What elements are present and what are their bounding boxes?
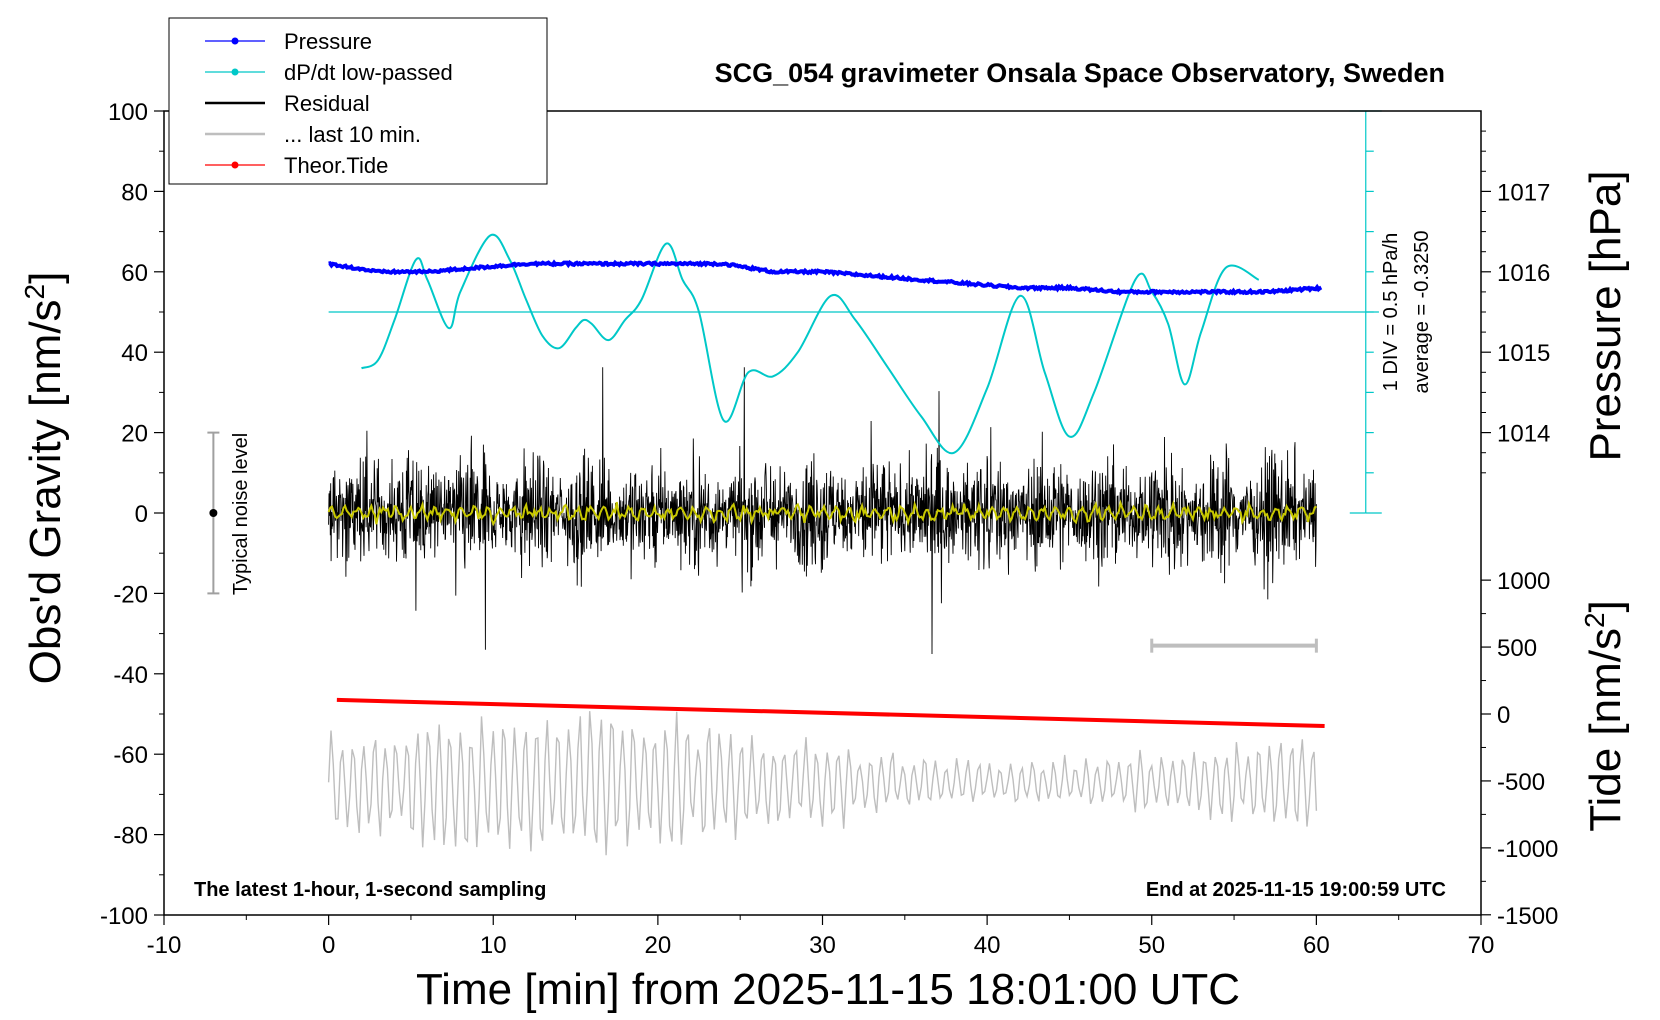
legend-entries: Pressure dP/dt low-passed Residual ... last…	[205, 29, 453, 178]
residual-series	[328, 367, 1317, 655]
tide-series	[336, 697, 1325, 729]
pressure-series	[328, 259, 1323, 297]
y-axis-title-tide-sup: 2	[1579, 612, 1610, 628]
legend-label: Pressure	[284, 29, 372, 54]
y-axis-title-left: Obs'd Gravity [nm/s2]	[19, 272, 70, 685]
pressure-tick-label: 1017	[1497, 179, 1550, 206]
x-tick-label: 10	[480, 932, 507, 959]
x-tick-label: 30	[809, 932, 836, 959]
smoothed-residual-line	[327, 499, 1317, 527]
y-tick-label: 40	[121, 340, 148, 367]
tide-tick-label: -500	[1497, 769, 1545, 796]
dpdt-scale-axis	[328, 110, 1382, 514]
y-axis-title-left-sup: 2	[19, 284, 50, 300]
tide-tick-label: 500	[1497, 635, 1537, 662]
y-tick-label: -40	[113, 662, 148, 689]
smoothed-residual-series	[327, 499, 1317, 527]
tide-line	[336, 697, 1325, 729]
y-tick-label: 60	[121, 260, 148, 287]
tide-tick-label: -1000	[1497, 836, 1558, 863]
legend-label: dP/dt low-passed	[284, 60, 453, 85]
pressure-line	[328, 259, 1323, 297]
x-tick-label: 50	[1138, 932, 1165, 959]
annotation-sampling: The latest 1-hour, 1-second sampling	[194, 879, 546, 901]
x-tick-label: 0	[322, 932, 335, 959]
legend-swatch-marker	[231, 37, 239, 45]
y-tick-label: 20	[121, 421, 148, 448]
y-tick-label: -20	[113, 581, 148, 608]
y-tick-label: 0	[135, 501, 148, 528]
legend-label: ... last 10 min.	[284, 122, 421, 147]
y-tick-label: 100	[108, 99, 148, 126]
pressure-tick-label: 1014	[1497, 421, 1550, 448]
x-tick-label: 20	[645, 932, 672, 959]
residual-line	[328, 367, 1317, 655]
y-tick-label: -100	[100, 903, 148, 930]
tide-tick-label: 0	[1497, 702, 1510, 729]
last10-line	[327, 711, 1318, 856]
pressure-axis-ticks: 1014 1015 1016 1017	[1481, 130, 1550, 474]
legend: Pressure dP/dt low-passed Residual ... last…	[168, 17, 548, 185]
y-axis-title-left-main: Obs'd Gravity [nm/s	[21, 299, 70, 684]
pressure-tick-label: 1015	[1497, 340, 1550, 367]
dpdt-line	[361, 233, 1260, 455]
x-tick-label: 60	[1303, 932, 1330, 959]
x-axis-ticks: -10 0 10 20 30 40 50 60 70	[147, 915, 1495, 959]
x-tick-label: 40	[974, 932, 1001, 959]
legend-swatch-marker	[231, 68, 239, 76]
y-axis-ticks: -100 -80 -60 -40 -20 0 20 40 60 80 100	[100, 99, 164, 930]
dpdt-series	[361, 233, 1260, 455]
y-axis-title-left-close: ]	[21, 272, 70, 284]
tide-tick-label: -1500	[1497, 903, 1558, 930]
x-tick-label: 70	[1468, 932, 1495, 959]
legend-label: Residual	[284, 91, 370, 116]
pressure-tick-label: 1016	[1497, 260, 1550, 287]
noise-bar-center	[209, 509, 218, 517]
x-axis-title: Time [min] from 2025-11-15 18:01:00 UTC	[416, 965, 1240, 1014]
y-axis-title-pressure: Pressure [hPa]	[1581, 170, 1630, 461]
annotation-end-time: End at 2025-11-15 19:00:59 UTC	[1146, 879, 1446, 901]
chart-title: SCG_054 gravimeter Onsala Space Observat…	[715, 58, 1445, 88]
tide-axis-ticks: -1500 -1000 -500 0 500 1000	[1481, 568, 1558, 930]
reference-bars	[207, 431, 1318, 653]
tide-tick-label: 1000	[1497, 568, 1550, 595]
x-tick-label: -10	[147, 932, 182, 959]
y-tick-label: 80	[121, 179, 148, 206]
y-axis-title-tide: Tide [nm/s2]	[1579, 600, 1630, 832]
dpdt-average-label: average = -0.3250	[1411, 231, 1433, 394]
dpdt-scale-label: 1 DIV = 0.5 hPa/h	[1380, 233, 1402, 391]
last10-series	[327, 711, 1318, 856]
y-tick-label: -60	[113, 742, 148, 769]
y-axis-title-tide-main: Tide [nm/s	[1581, 628, 1630, 832]
legend-box	[168, 17, 548, 185]
noise-level-label: Typical noise level	[230, 433, 252, 595]
legend-swatch-marker	[231, 161, 239, 169]
legend-label: Theor.Tide	[284, 153, 388, 178]
y-axis-title-tide-close: ]	[1581, 600, 1630, 612]
y-tick-label: -80	[113, 823, 148, 850]
